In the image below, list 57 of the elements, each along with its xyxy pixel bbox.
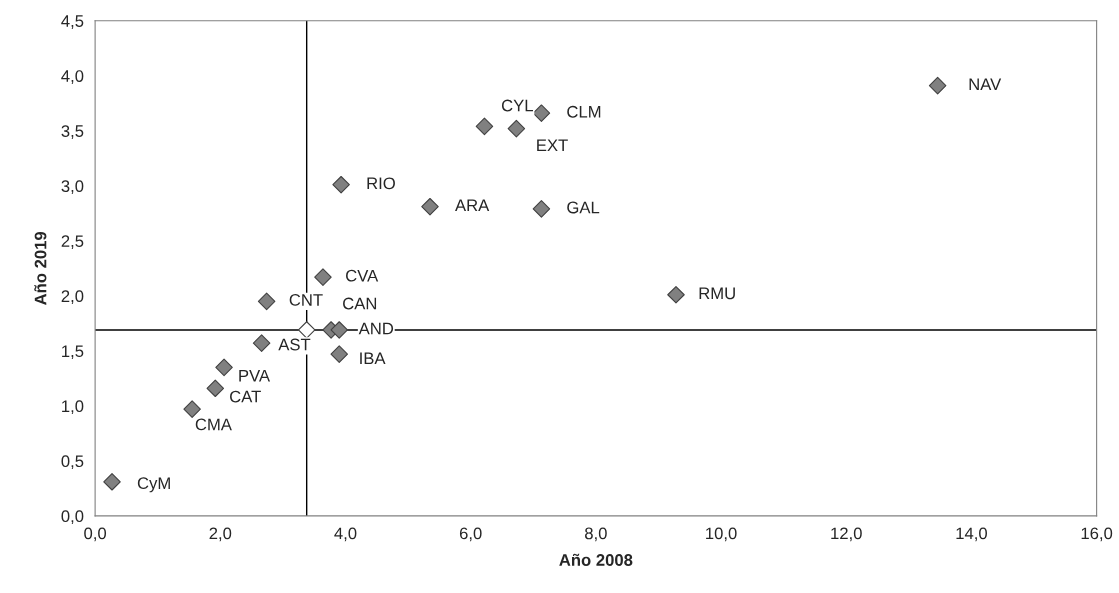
y-tick-label: 2,0 xyxy=(61,290,84,305)
annotation: AND xyxy=(358,322,394,335)
annotation: GAL xyxy=(567,201,600,214)
annotation: CLM xyxy=(567,105,601,118)
annotation: ARA xyxy=(455,199,490,212)
point xyxy=(330,321,349,339)
x-tick-label: 8,0 xyxy=(585,527,607,542)
annotation: CAN xyxy=(343,297,377,310)
point xyxy=(183,400,201,418)
y-tick-label: 0,5 xyxy=(61,455,84,470)
x-axis-title: Año 2008 xyxy=(559,553,633,566)
x-tick-label: 16,0 xyxy=(1081,527,1113,542)
annotation: PVA xyxy=(239,369,271,382)
y-tick-label: 3,0 xyxy=(61,180,84,194)
y-tick-label: 3,5 xyxy=(61,125,84,139)
point xyxy=(257,292,276,311)
point xyxy=(667,285,685,304)
point xyxy=(532,200,551,218)
x-tick-label: 0,0 xyxy=(84,527,107,542)
point xyxy=(215,358,233,377)
x-tick-label: 2,0 xyxy=(209,527,232,542)
point xyxy=(314,268,332,286)
y-tick-label: 0,0 xyxy=(61,510,84,525)
annotation: RMU xyxy=(699,287,735,300)
annotation: RIO xyxy=(367,177,395,190)
point xyxy=(206,379,225,398)
point xyxy=(928,76,947,95)
point xyxy=(532,104,551,122)
y-axis-title: Año 2019 xyxy=(34,231,47,305)
annotation: IBA xyxy=(360,352,386,365)
point xyxy=(103,473,121,491)
y-tick-label: 1,5 xyxy=(62,345,84,360)
point xyxy=(252,334,271,352)
x-tick-label: 14,0 xyxy=(956,527,987,542)
annotation: CVA xyxy=(346,269,379,282)
y-tick-label: 4,5 xyxy=(61,15,84,29)
point xyxy=(421,197,439,216)
x-tick-label: 4,0 xyxy=(334,527,357,542)
point xyxy=(330,345,349,363)
annotation: CMA xyxy=(195,418,232,431)
y-tick-label: 2,5 xyxy=(61,235,84,249)
annotation: EXT xyxy=(537,139,568,151)
x-tick-label: 6,0 xyxy=(459,527,482,542)
annotation: CyM xyxy=(137,477,170,493)
x-tick-label: 10,0 xyxy=(706,527,737,542)
annotation: AST xyxy=(278,338,311,351)
x-tick-label: 12,0 xyxy=(831,527,862,542)
annotation: CYL xyxy=(501,99,533,112)
y-tick-label: 4,0 xyxy=(61,70,84,84)
point xyxy=(297,321,316,339)
y-tick-label: 1,0 xyxy=(62,400,84,415)
point xyxy=(475,117,494,136)
point xyxy=(332,175,350,194)
point xyxy=(507,119,526,138)
annotation: CAT xyxy=(230,390,261,403)
annotation: CNT xyxy=(289,294,323,306)
annotation: NAV xyxy=(969,78,1002,90)
